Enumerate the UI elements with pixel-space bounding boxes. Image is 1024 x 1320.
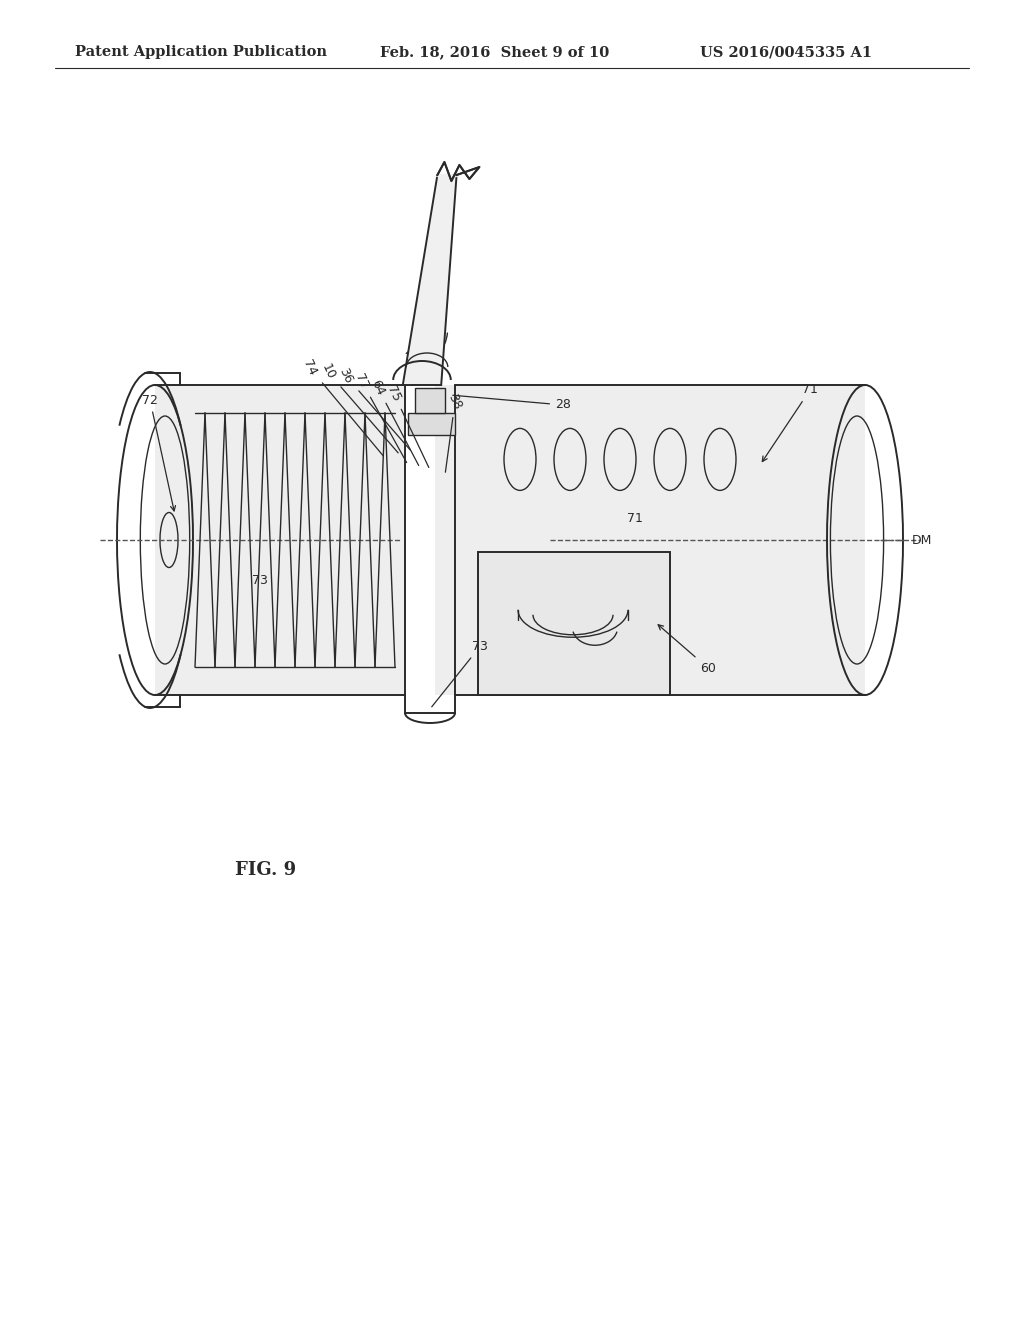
Text: FIG. 9: FIG. 9 [234, 861, 296, 879]
Text: 72: 72 [142, 393, 175, 511]
Text: 77: 77 [352, 372, 407, 462]
Polygon shape [402, 176, 457, 385]
Text: Patent Application Publication: Patent Application Publication [75, 45, 327, 59]
Text: DM: DM [912, 533, 933, 546]
Text: US 2016/0045335 A1: US 2016/0045335 A1 [700, 45, 872, 59]
Text: 64: 64 [369, 379, 419, 466]
Text: 71: 71 [627, 511, 643, 524]
Text: 73: 73 [432, 640, 488, 706]
Polygon shape [155, 385, 406, 696]
Text: 60: 60 [658, 624, 716, 675]
Text: 71: 71 [762, 384, 818, 462]
Text: 74: 74 [301, 358, 383, 455]
Polygon shape [478, 552, 670, 696]
Text: 28: 28 [453, 395, 570, 412]
Text: 38: 38 [445, 392, 464, 473]
Text: Feb. 18, 2016  Sheet 9 of 10: Feb. 18, 2016 Sheet 9 of 10 [380, 45, 609, 59]
Text: 75: 75 [385, 384, 429, 467]
Polygon shape [415, 388, 445, 413]
Text: 73: 73 [252, 573, 268, 586]
Text: 10: 10 [318, 362, 398, 453]
Text: 36: 36 [337, 366, 411, 450]
Polygon shape [435, 385, 865, 696]
Polygon shape [408, 413, 455, 434]
